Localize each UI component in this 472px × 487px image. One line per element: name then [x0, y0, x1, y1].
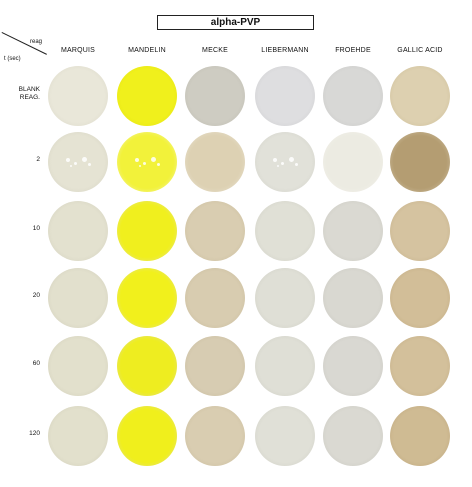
spot-well: [48, 406, 108, 466]
crystal-speck: [277, 165, 279, 167]
row-label: 2: [36, 156, 40, 163]
column-header: LIEBERMANN: [261, 47, 309, 54]
spot-well: [390, 336, 450, 396]
column-header: FROEHDE: [335, 47, 371, 54]
spot-well: [185, 66, 245, 126]
crystal-speck: [143, 162, 146, 165]
spot-well: [390, 132, 450, 192]
spot-well: [323, 66, 383, 126]
corner-reagent-label: reag: [30, 39, 43, 45]
spot-well: [390, 66, 450, 126]
spot-well: [323, 268, 383, 328]
crystal-speck: [151, 157, 156, 162]
spot-well: [255, 132, 315, 192]
spot-well: [323, 201, 383, 261]
spot-well: [255, 336, 315, 396]
spot-well: [48, 336, 108, 396]
corner-time-label: t (sec): [4, 56, 21, 62]
column-header: GALLIC ACID: [397, 47, 443, 54]
spot-well: [117, 132, 177, 192]
crystal-speck: [66, 158, 70, 162]
spot-well: [117, 66, 177, 126]
column-header: MANDELIN: [128, 47, 166, 54]
column-header: MECKE: [202, 47, 228, 54]
spot-well: [323, 336, 383, 396]
row-label: BLANK REAG.: [18, 86, 40, 101]
crystal-speck: [70, 165, 72, 167]
column-header: MARQUIS: [60, 47, 96, 54]
spot-well: [323, 406, 383, 466]
crystal-speck: [82, 157, 87, 162]
spot-well: [323, 132, 383, 192]
crystal-speck: [157, 163, 160, 166]
spot-well: [185, 268, 245, 328]
figure-title: alpha-PVP: [157, 15, 314, 30]
crystal-speck: [74, 162, 77, 165]
row-label: 10: [32, 225, 40, 232]
spot-well: [48, 132, 108, 192]
spot-well: [48, 66, 108, 126]
spot-well: [185, 132, 245, 192]
spot-well: [185, 336, 245, 396]
spot-well: [255, 406, 315, 466]
row-label: 20: [32, 292, 40, 299]
crystal-speck: [88, 163, 91, 166]
spot-well: [117, 406, 177, 466]
spot-well: [185, 406, 245, 466]
spot-well: [48, 201, 108, 261]
crystal-speck: [139, 165, 141, 167]
spot-well: [255, 201, 315, 261]
row-label: 60: [32, 360, 40, 367]
crystal-speck: [289, 157, 294, 162]
crystal-speck: [135, 158, 139, 162]
crystal-speck: [273, 158, 277, 162]
crystal-speck: [281, 162, 284, 165]
spot-well: [185, 201, 245, 261]
row-label: 120: [29, 430, 40, 437]
spot-well: [48, 268, 108, 328]
spot-well: [117, 336, 177, 396]
spot-well: [255, 66, 315, 126]
spot-well: [117, 268, 177, 328]
spot-well: [117, 201, 177, 261]
crystal-speck: [295, 163, 298, 166]
spot-well: [255, 268, 315, 328]
spot-well: [390, 406, 450, 466]
spot-well: [390, 268, 450, 328]
spot-well: [390, 201, 450, 261]
